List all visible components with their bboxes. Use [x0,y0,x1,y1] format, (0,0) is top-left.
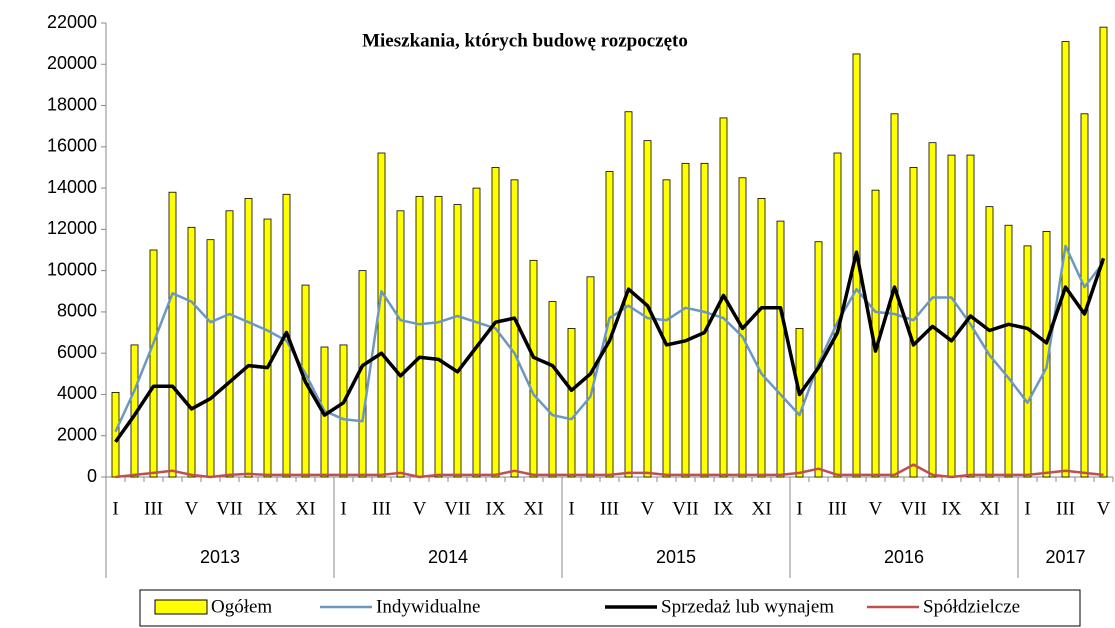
bar [1023,245,1032,478]
x-tick-label: I [340,498,346,519]
x-tick-label: III [828,498,847,519]
x-tick-label: I [1024,498,1030,519]
y-tick-label: 18000 [47,94,97,114]
x-tick-label: XI [523,498,543,519]
legend-swatch [154,599,208,615]
bar [244,198,253,478]
bar [339,344,348,478]
x-tick-label: III [600,498,619,519]
year-label: 2015 [656,547,696,567]
x-tick-label: I [568,498,574,519]
x-tick-label: IX [485,498,505,519]
bar [396,210,405,478]
x-tick-label: XI [751,498,771,519]
year-label: 2014 [428,547,468,567]
legend-label: Indywidualne [376,596,480,617]
bar [187,226,196,478]
y-tick-label: 0 [87,466,97,486]
chart-title: Mieszkania, których budowę rozpoczęto [362,30,688,51]
bar [168,191,177,478]
x-tick-label: V [641,498,655,519]
bar [510,179,519,478]
legend-label: Spółdzielcze [923,596,1020,617]
bar [111,391,120,478]
y-tick-label: 20000 [47,53,97,73]
line [114,250,1106,443]
x-tick-label: XI [295,498,315,519]
y-tick-label: 6000 [57,342,97,362]
bar [548,301,557,478]
bar [662,179,671,478]
bar [225,210,234,478]
bar [149,249,158,478]
bar [567,328,576,478]
x-tick-label: IX [713,498,733,519]
bar [472,187,481,478]
bar [776,220,785,478]
x-tick-label: III [372,498,391,519]
bar [529,259,538,478]
y-tick-label: 4000 [57,383,97,403]
bar [681,162,690,478]
bar [453,204,462,478]
y-tick-label: 16000 [47,136,97,156]
y-tick-label: 14000 [47,177,97,197]
x-tick-label: IX [941,498,961,519]
x-tick-label: V [413,498,427,519]
x-tick-label: I [112,498,118,519]
bar [1080,113,1089,478]
year-label: 2013 [200,547,240,567]
y-tick-label: 2000 [57,424,97,444]
bar [605,171,614,478]
x-tick-label: VII [672,498,698,519]
x-tick-label: III [1056,498,1075,519]
bar [1004,224,1013,478]
y-tick-label: 10000 [47,259,97,279]
bar [947,154,956,478]
x-tick-label: VII [216,498,242,519]
bar [700,162,709,478]
year-label: 2016 [884,547,924,567]
bar [909,167,918,478]
x-tick-label: XI [979,498,999,519]
x-tick-label: VII [900,498,926,519]
y-tick-label: 22000 [47,12,97,32]
bar [985,206,994,478]
legend-label: Ogółem [211,596,272,617]
line [115,463,1104,479]
bar [795,328,804,478]
line [114,244,1105,433]
bar [1099,26,1108,478]
x-tick-label: III [144,498,163,519]
bar [415,195,424,478]
bar [434,195,443,478]
y-tick-label: 8000 [57,301,97,321]
bar [757,198,766,478]
bar [263,218,272,478]
x-tick-label: V [869,498,883,519]
x-tick-label: I [796,498,802,519]
legend-label: Sprzedaż lub wynajem [661,596,834,617]
x-tick-label: V [1097,498,1111,519]
x-tick-label: V [185,498,199,519]
bar [1042,231,1051,478]
year-label: 2017 [1045,547,1085,567]
bar [928,142,937,478]
y-tick-label: 12000 [47,218,97,238]
x-tick-label: VII [444,498,470,519]
bar [1061,41,1070,478]
bar [206,239,215,478]
x-tick-label: IX [257,498,277,519]
